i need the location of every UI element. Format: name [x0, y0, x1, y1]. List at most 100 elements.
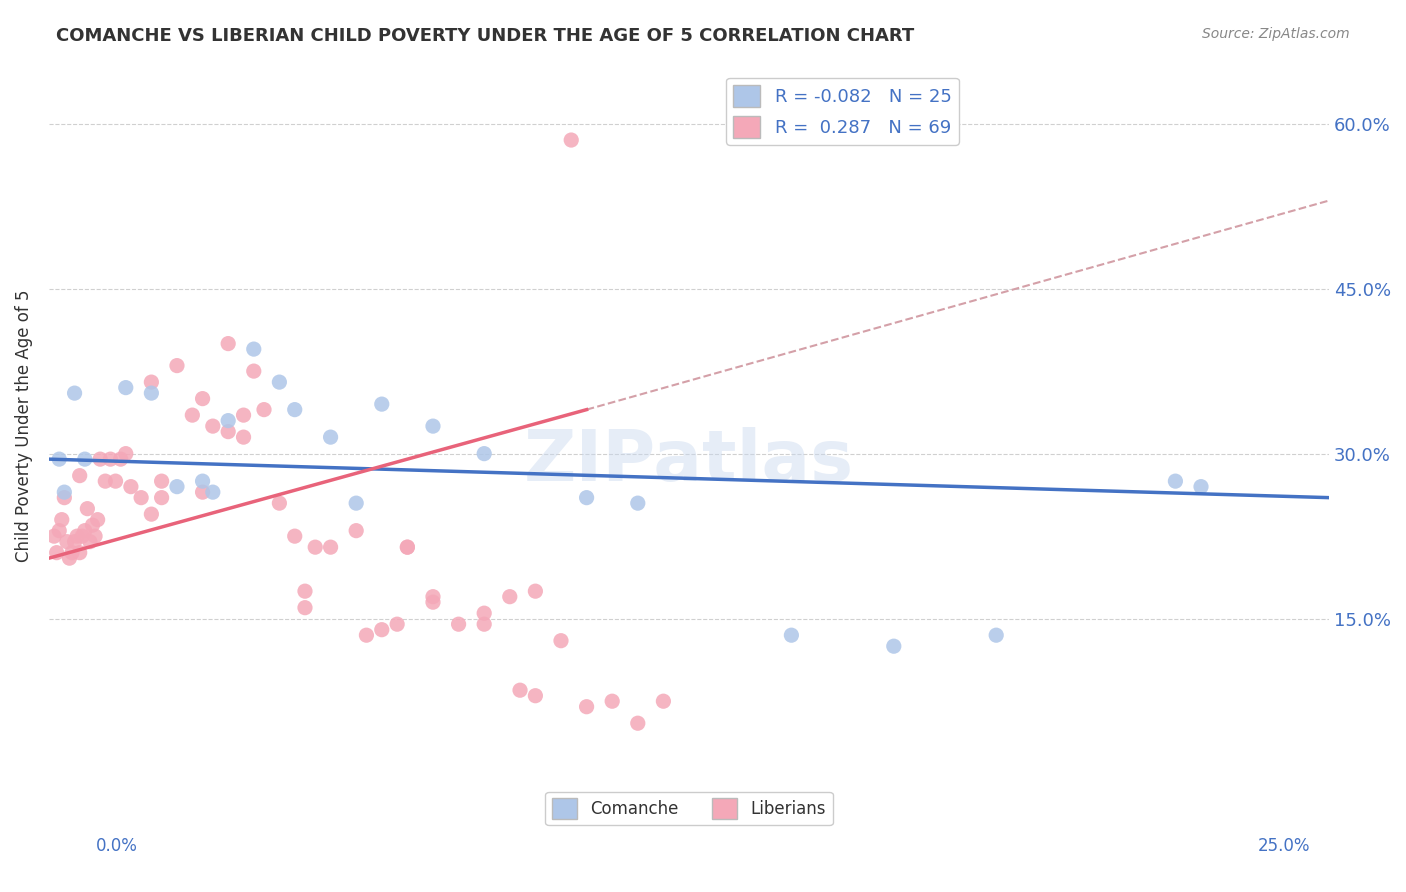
Point — [114, 447, 136, 461]
Point — [396, 540, 419, 554]
Point — [104, 474, 127, 488]
Point — [232, 430, 254, 444]
Point — [422, 590, 444, 604]
Point — [600, 694, 623, 708]
Point — [217, 336, 239, 351]
Point — [110, 452, 132, 467]
Point — [472, 447, 495, 461]
Point — [141, 386, 163, 401]
Point — [304, 540, 326, 554]
Point — [780, 628, 803, 642]
Point — [472, 617, 495, 632]
Point — [269, 375, 291, 389]
Point — [550, 633, 572, 648]
Point — [51, 513, 73, 527]
Point — [560, 133, 582, 147]
Point — [319, 540, 342, 554]
Point — [385, 617, 408, 632]
Point — [166, 480, 188, 494]
Point — [883, 639, 905, 653]
Point — [284, 529, 307, 543]
Point — [191, 474, 214, 488]
Point — [371, 397, 394, 411]
Y-axis label: Child Poverty Under the Age of 5: Child Poverty Under the Age of 5 — [15, 290, 32, 562]
Point — [66, 529, 89, 543]
Point — [652, 694, 675, 708]
Point — [1189, 480, 1212, 494]
Point — [422, 595, 444, 609]
Point — [472, 606, 495, 620]
Point — [499, 590, 522, 604]
Point — [150, 491, 173, 505]
Point — [294, 584, 316, 599]
Point — [48, 452, 70, 467]
Point — [63, 386, 86, 401]
Point — [201, 485, 224, 500]
Point — [42, 529, 65, 543]
Point — [269, 496, 291, 510]
Text: Source: ZipAtlas.com: Source: ZipAtlas.com — [1202, 27, 1350, 41]
Point — [447, 617, 470, 632]
Point — [94, 474, 117, 488]
Point — [627, 716, 650, 731]
Point — [84, 529, 107, 543]
Point — [73, 452, 96, 467]
Point — [524, 689, 547, 703]
Point — [141, 375, 163, 389]
Point — [201, 419, 224, 434]
Point — [72, 529, 94, 543]
Point — [284, 402, 307, 417]
Point — [100, 452, 122, 467]
Point — [141, 507, 163, 521]
Point — [89, 452, 111, 467]
Point — [371, 623, 394, 637]
Point — [217, 425, 239, 439]
Point — [58, 551, 80, 566]
Point — [181, 408, 204, 422]
Point — [242, 342, 264, 356]
Text: COMANCHE VS LIBERIAN CHILD POVERTY UNDER THE AGE OF 5 CORRELATION CHART: COMANCHE VS LIBERIAN CHILD POVERTY UNDER… — [56, 27, 914, 45]
Point — [986, 628, 1008, 642]
Point — [114, 381, 136, 395]
Point — [86, 513, 108, 527]
Point — [1164, 474, 1187, 488]
Point — [82, 518, 104, 533]
Point — [73, 524, 96, 538]
Point — [217, 414, 239, 428]
Point — [53, 491, 76, 505]
Text: 0.0%: 0.0% — [96, 837, 138, 855]
Point — [60, 546, 83, 560]
Text: ZIPatlas: ZIPatlas — [524, 427, 853, 496]
Point — [79, 534, 101, 549]
Point — [56, 534, 79, 549]
Point — [191, 485, 214, 500]
Point — [53, 485, 76, 500]
Text: 25.0%: 25.0% — [1258, 837, 1310, 855]
Point — [69, 546, 91, 560]
Point — [356, 628, 378, 642]
Point — [294, 600, 316, 615]
Point — [129, 491, 152, 505]
Point — [396, 540, 419, 554]
Point — [150, 474, 173, 488]
Point — [253, 402, 276, 417]
Point — [319, 430, 342, 444]
Point — [524, 584, 547, 599]
Point — [575, 699, 598, 714]
Point — [76, 501, 98, 516]
Point — [63, 534, 86, 549]
Point — [627, 496, 650, 510]
Point — [509, 683, 531, 698]
Legend: Comanche, Liberians: Comanche, Liberians — [546, 792, 832, 825]
Point — [166, 359, 188, 373]
Point — [48, 524, 70, 538]
Point — [69, 468, 91, 483]
Point — [232, 408, 254, 422]
Point — [242, 364, 264, 378]
Point — [344, 524, 367, 538]
Point — [422, 419, 444, 434]
Point — [120, 480, 142, 494]
Point — [191, 392, 214, 406]
Point — [45, 546, 67, 560]
Point — [575, 491, 598, 505]
